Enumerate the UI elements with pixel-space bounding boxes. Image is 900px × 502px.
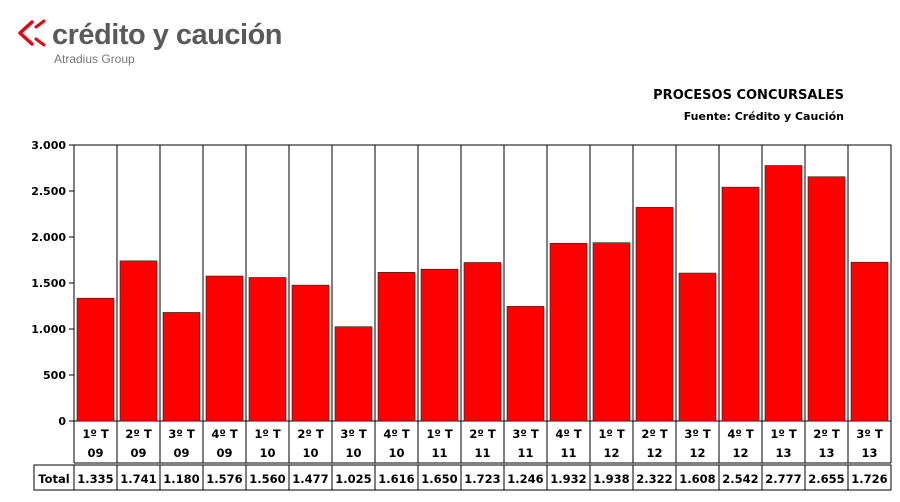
y-tick-label: 3.000 xyxy=(31,139,66,152)
x-tick-label: 4º T xyxy=(727,427,753,441)
x-tick-label: 09 xyxy=(173,446,189,460)
x-tick-label: 4º T xyxy=(211,427,237,441)
x-tick-label: 3º T xyxy=(684,427,710,441)
data-label: 1.741 xyxy=(120,472,156,486)
data-label: 2.655 xyxy=(808,472,844,486)
bar xyxy=(205,275,244,422)
bar xyxy=(420,268,459,422)
x-tick-label: 2º T xyxy=(297,427,323,441)
bar xyxy=(377,272,416,422)
x-tick-label: 1º T xyxy=(426,427,452,441)
bar xyxy=(291,284,330,422)
x-tick-label: 11 xyxy=(431,446,447,460)
brand-subtitle: Atradius Group xyxy=(54,52,135,66)
data-label: 1.180 xyxy=(163,472,199,486)
bar xyxy=(506,306,545,422)
x-tick-label: 2º T xyxy=(469,427,495,441)
data-label: 1.723 xyxy=(464,472,500,486)
x-tick-label: 12 xyxy=(646,446,662,460)
data-label: 1.246 xyxy=(507,472,543,486)
y-tick-label: 1.500 xyxy=(31,277,66,290)
x-tick-label: 4º T xyxy=(383,427,409,441)
data-label: 1.650 xyxy=(421,472,457,486)
bar xyxy=(807,176,846,422)
data-label: 1.576 xyxy=(206,472,242,486)
x-tick-label: 10 xyxy=(388,446,404,460)
x-tick-label: 13 xyxy=(861,446,877,460)
data-label: 1.335 xyxy=(77,472,113,486)
bar xyxy=(162,312,201,422)
bar xyxy=(248,277,287,422)
x-tick-label: 09 xyxy=(216,446,232,460)
x-tick-label: 3º T xyxy=(168,427,194,441)
x-tick-label: 1º T xyxy=(770,427,796,441)
x-tick-label: 3º T xyxy=(340,427,366,441)
bar xyxy=(678,272,717,422)
y-tick-label: 500 xyxy=(43,369,66,382)
x-tick-label: 10 xyxy=(259,446,275,460)
x-tick-label: 1º T xyxy=(254,427,280,441)
x-tick-label: 2º T xyxy=(125,427,151,441)
data-label: 1.025 xyxy=(335,472,371,486)
x-tick-label: 12 xyxy=(603,446,619,460)
data-label: 1.616 xyxy=(378,472,414,486)
data-label: 1.560 xyxy=(249,472,285,486)
y-tick-label: 2.000 xyxy=(31,231,66,244)
bar xyxy=(549,242,588,422)
x-tick-label: 11 xyxy=(474,446,490,460)
chart-subtitle: Fuente: Crédito y Caución xyxy=(683,110,844,123)
x-tick-label: 12 xyxy=(732,446,748,460)
x-tick-label: 2º T xyxy=(813,427,839,441)
bar xyxy=(635,207,674,422)
x-tick-label: 10 xyxy=(345,446,361,460)
x-tick-label: 3º T xyxy=(856,427,882,441)
x-tick-label: 13 xyxy=(775,446,791,460)
x-tick-label: 1º T xyxy=(82,427,108,441)
x-tick-label: 2º T xyxy=(641,427,667,441)
y-tick-label: 0 xyxy=(58,415,66,428)
data-label: 1.726 xyxy=(851,472,887,486)
data-label: 1.932 xyxy=(550,472,586,486)
data-label: 2.322 xyxy=(636,472,672,486)
y-tick-label: 1.000 xyxy=(31,323,66,336)
data-label: 1.938 xyxy=(593,472,629,486)
y-tick-label: 2.500 xyxy=(31,185,66,198)
bar xyxy=(850,261,889,422)
x-tick-label: 13 xyxy=(818,446,834,460)
bar xyxy=(721,186,760,422)
bar xyxy=(119,260,158,422)
x-tick-label: 4º T xyxy=(555,427,581,441)
bar xyxy=(463,262,502,422)
brand-name: crédito y caución xyxy=(52,19,283,51)
x-tick-label: 09 xyxy=(87,446,103,460)
bar xyxy=(334,326,373,422)
x-tick-label: 1º T xyxy=(598,427,624,441)
series-row-label: Total xyxy=(38,472,69,486)
data-table-row xyxy=(33,464,892,491)
data-label: 2.542 xyxy=(722,472,758,486)
chart-title: PROCESOS CONCURSALES xyxy=(653,88,844,103)
logo-chevron-icon xyxy=(18,20,34,46)
brand-logo: crédito y caución Atradius Group xyxy=(14,10,314,70)
data-label: 2.777 xyxy=(765,472,801,486)
data-label: 1.608 xyxy=(679,472,715,486)
x-tick-label: 10 xyxy=(302,446,318,460)
bar xyxy=(764,165,803,422)
x-tick-label: 09 xyxy=(130,446,146,460)
x-tick-label: 11 xyxy=(517,446,533,460)
x-tick-label: 11 xyxy=(560,446,576,460)
x-tick-label: 3º T xyxy=(512,427,538,441)
bar xyxy=(76,297,115,422)
bar xyxy=(592,242,631,422)
logo-dash-icon xyxy=(34,19,46,47)
x-tick-label: 12 xyxy=(689,446,705,460)
logo-arrows-icon xyxy=(18,19,46,47)
data-label: 1.477 xyxy=(292,472,328,486)
